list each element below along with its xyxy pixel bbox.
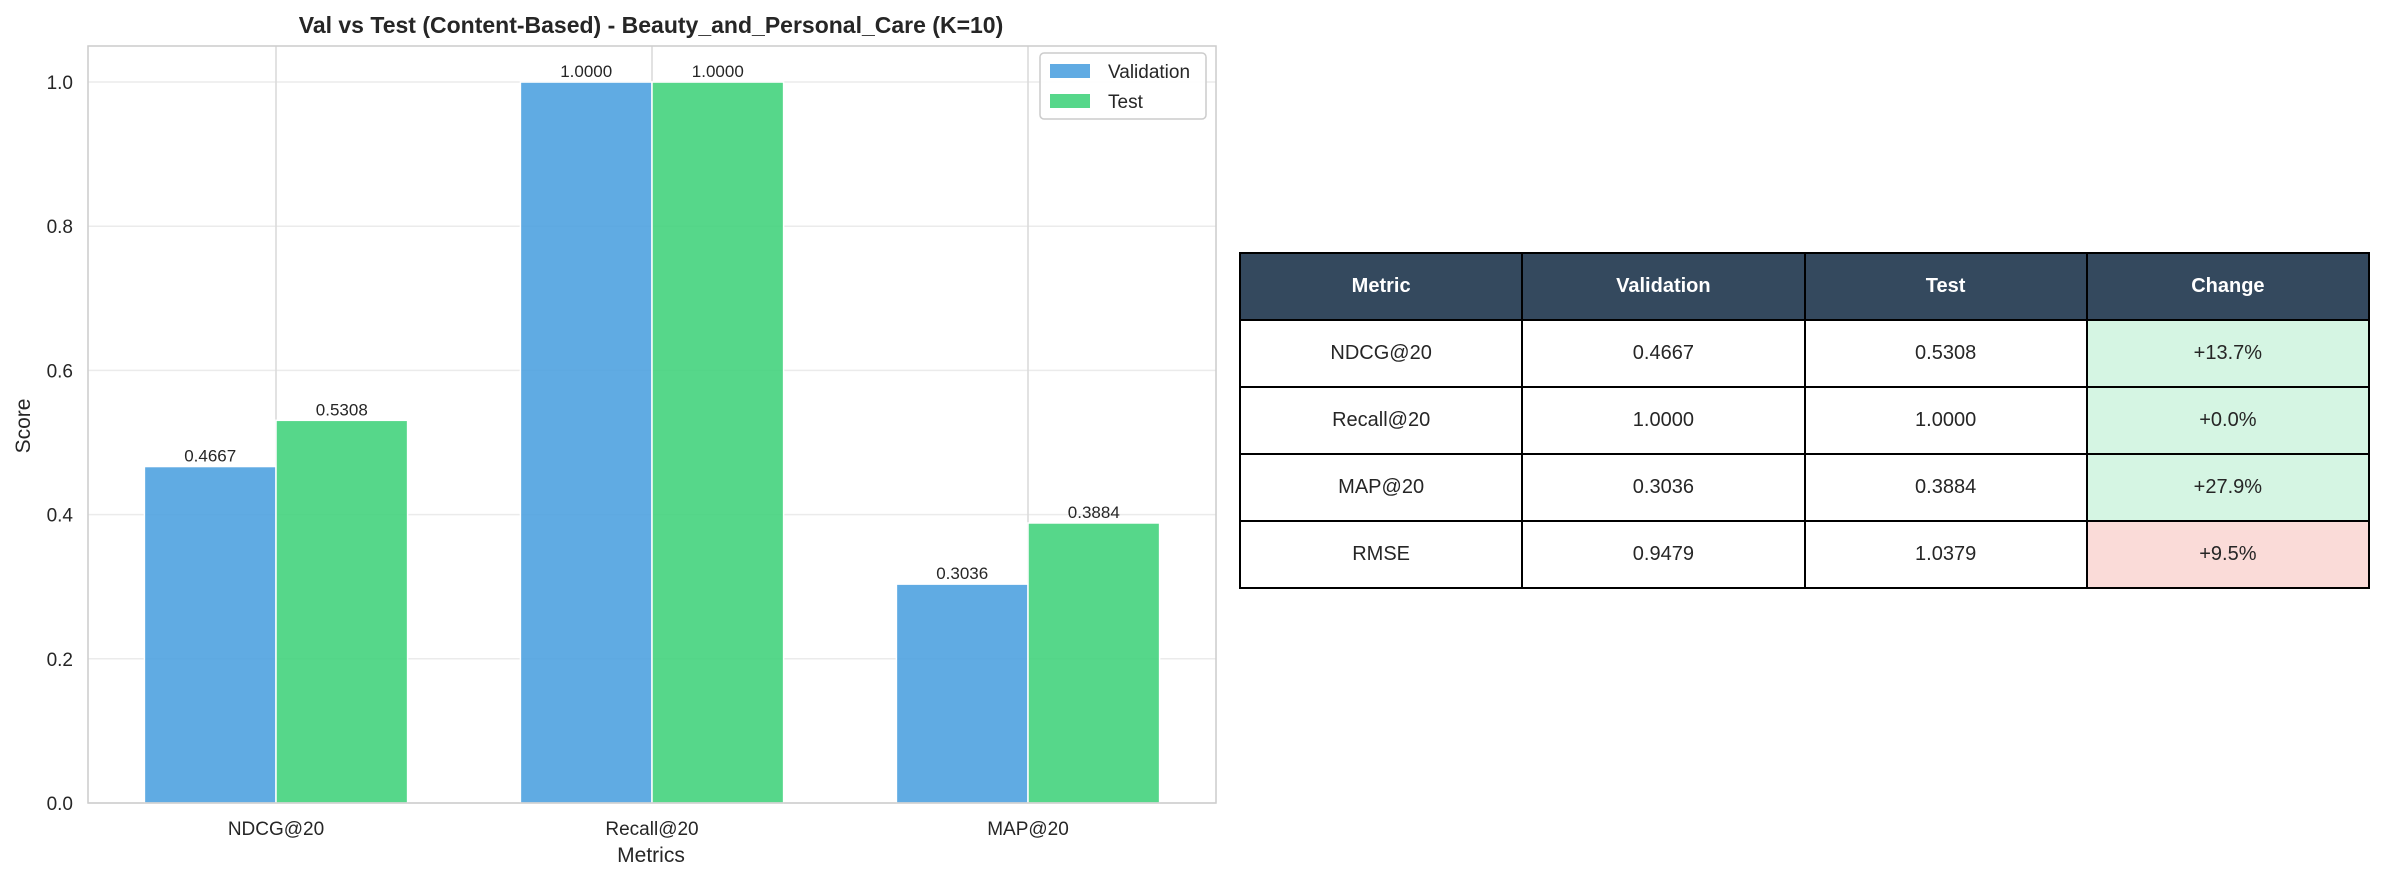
table-header-row: Metric Validation Test Change <box>1238 252 2371 321</box>
table-cell: NDCG@20 <box>1238 319 1524 388</box>
table-row: NDCG@20 0.4667 0.5308 +13.7% <box>1238 319 2371 388</box>
legend: Validation Test <box>1039 52 1207 120</box>
y-tick-label: 0.6 <box>47 361 73 382</box>
change-cell: +0.0% <box>2085 386 2371 455</box>
bar-validation-ndcg20 <box>143 465 277 804</box>
table-header-change: Change <box>2085 252 2371 321</box>
metrics-table: Metric Validation Test Change NDCG@20 0.4667… <box>1238 252 2371 589</box>
table-cell: Recall@20 <box>1238 386 1524 455</box>
table-cell: 0.3036 <box>1521 453 1806 522</box>
table-cell: 0.5308 <box>1803 319 2088 388</box>
legend-swatch-test <box>1050 94 1090 108</box>
table-header-test: Test <box>1803 252 2088 321</box>
table-cell: 0.3884 <box>1803 453 2088 522</box>
plot-frame <box>87 45 1217 804</box>
bar-validation-recall20 <box>519 81 653 804</box>
table-row: RMSE 0.9479 1.0379 +9.5% <box>1238 520 2371 589</box>
legend-label-validation: Validation <box>1108 62 1190 83</box>
x-tick-label: NDCG@20 <box>228 819 324 840</box>
change-cell: +9.5% <box>2085 520 2371 589</box>
table-cell: 1.0379 <box>1803 520 2088 589</box>
y-tick-label: 0.2 <box>47 650 73 671</box>
table-row: MAP@20 0.3036 0.3884 +27.9% <box>1238 453 2371 522</box>
bar-test-map20 <box>1027 522 1161 804</box>
table-cell: 1.0000 <box>1803 386 2088 455</box>
y-tick-label: 0.4 <box>47 506 74 527</box>
bar-chart: Val vs Test (Content-Based) - Beauty_and… <box>12 12 1217 867</box>
y-tick-label: 0.0 <box>47 794 73 815</box>
bar-value-label: 1.0000 <box>692 62 744 81</box>
table-cell: MAP@20 <box>1238 453 1524 522</box>
bar-value-label: 0.3884 <box>1068 503 1120 522</box>
legend-swatch-validation <box>1050 64 1090 78</box>
table-cell: 1.0000 <box>1521 386 1806 455</box>
table-cell: RMSE <box>1238 520 1524 589</box>
bar-value-label: 0.3036 <box>936 564 988 583</box>
y-tick-label: 0.8 <box>47 217 73 238</box>
bar-test-recall20 <box>651 81 785 804</box>
chart-title: Val vs Test (Content-Based) - Beauty_and… <box>299 12 1004 38</box>
bar-value-label: 1.0000 <box>560 62 612 81</box>
y-tick-label: 1.0 <box>47 73 73 94</box>
bar-value-label: 0.4667 <box>184 447 236 466</box>
table-header-validation: Validation <box>1521 252 1806 321</box>
change-cell: +13.7% <box>2085 319 2371 388</box>
bar-value-label: 0.5308 <box>316 400 368 419</box>
table-cell: 0.4667 <box>1521 319 1806 388</box>
change-cell: +27.9% <box>2085 453 2371 522</box>
bar-validation-map20 <box>895 583 1029 804</box>
x-axis-label: Metrics <box>617 844 685 867</box>
table-row: Recall@20 1.0000 1.0000 +0.0% <box>1238 386 2371 455</box>
legend-label-test: Test <box>1108 92 1144 113</box>
bar-test-ndcg20 <box>275 419 409 804</box>
y-axis-label: Score <box>12 399 35 454</box>
table-cell: 0.9479 <box>1521 520 1806 589</box>
table-header-metric: Metric <box>1238 252 1524 321</box>
x-tick-label: MAP@20 <box>987 819 1069 840</box>
x-tick-label: Recall@20 <box>605 819 698 840</box>
